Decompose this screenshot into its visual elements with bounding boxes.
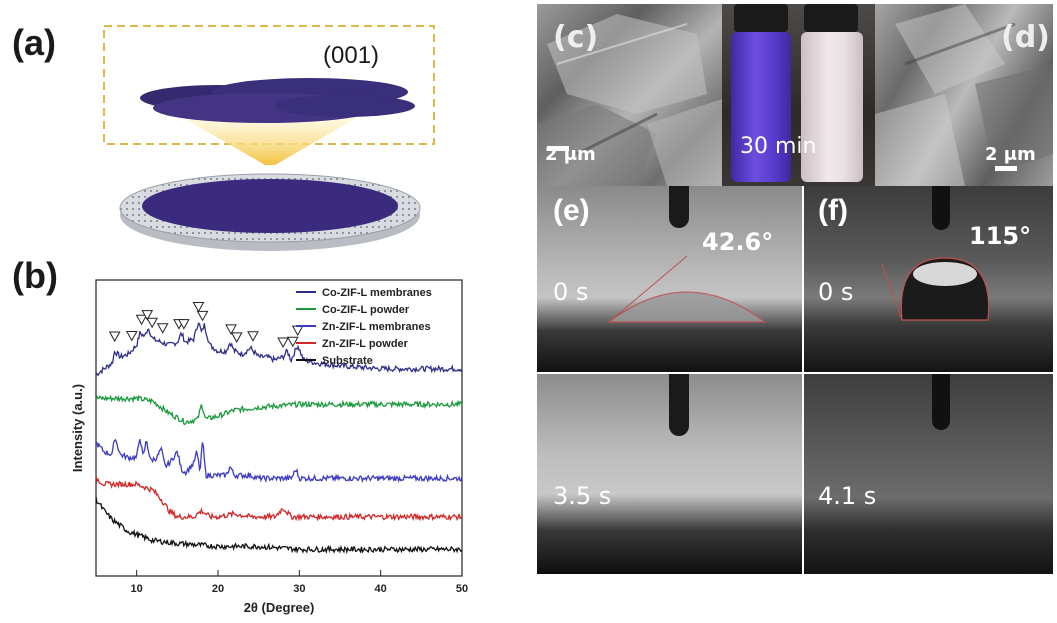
peak-marker: [230, 332, 243, 343]
contact-angle-e-top: (e) 42.6° 0 s: [537, 186, 802, 372]
legend-entry: Co-ZIF-L membranes: [322, 287, 432, 299]
vial-time-label: 30 min: [740, 134, 817, 159]
x-tick-label: 30: [293, 583, 305, 595]
peak-marker: [125, 330, 138, 342]
legend-entry: Substrate: [322, 355, 373, 367]
scale-bar-d: [995, 166, 1017, 171]
needle: [932, 186, 950, 230]
needle: [669, 186, 689, 228]
panel-label-e: (e): [553, 194, 590, 227]
vial-cap-right: [804, 4, 858, 32]
plane-label: (001): [323, 42, 380, 69]
contact-angle-value-f: 115°: [969, 222, 1032, 250]
needle: [932, 374, 950, 430]
legend-entry: Zn-ZIF-L powder: [322, 338, 409, 350]
peak-marker: [291, 325, 304, 337]
peak-marker: [192, 301, 205, 313]
series-line: [95, 394, 463, 426]
vial-right: [801, 32, 863, 182]
sem-image-d: (d) 2 μm: [875, 4, 1053, 186]
panel-label-c: (c): [553, 20, 599, 55]
peak-marker: [196, 310, 209, 322]
series-line: [95, 475, 463, 522]
y-axis-label: Intensity (a.u.): [70, 384, 85, 472]
time-label-f-bottom: 4.1 s: [818, 482, 877, 510]
time-label-e-top: 0 s: [553, 278, 589, 306]
series-line: [95, 496, 463, 555]
vial-photo: 30 min: [722, 4, 875, 186]
panel-label-b: (b): [12, 255, 58, 296]
time-label-f-top: 0 s: [818, 278, 854, 306]
platelet: [275, 95, 415, 117]
plot-frame: [95, 279, 463, 577]
xrd-chart: 10 20 30 40 50 2θ (Degree) Intensity (a.u.) Co-…: [70, 279, 468, 615]
peak-marker: [108, 331, 121, 343]
panel-label-a: (a): [12, 22, 56, 63]
x-tick-label: 50: [456, 583, 468, 595]
light-beam: [180, 116, 360, 165]
time-label-e-bottom: 3.5 s: [553, 482, 612, 510]
panel-label-f: (f): [818, 194, 848, 227]
x-tick-label: 40: [375, 583, 387, 595]
peak-marker: [156, 323, 169, 334]
membrane-schematic: [103, 25, 435, 251]
series-line: [95, 322, 463, 377]
peak-marker: [141, 310, 154, 321]
scale-bar-c: [547, 146, 569, 151]
x-axis-label: 2θ (Degree): [244, 600, 315, 615]
contact-angle-f-bottom: 4.1 s: [804, 374, 1053, 574]
series-line: [95, 438, 463, 484]
contact-angle-e-bottom: 3.5 s: [537, 374, 802, 574]
x-tick-label: 20: [212, 583, 224, 595]
contact-angle-value-e: 42.6°: [702, 228, 774, 256]
peak-marker: [277, 337, 289, 348]
vial-cap-left: [734, 4, 788, 32]
needle: [669, 374, 689, 436]
scale-bar-label-c: 2 μm: [545, 144, 596, 165]
vial-left: [731, 32, 791, 182]
peak-marker: [225, 324, 237, 335]
legend-entry: Co-ZIF-L powder: [322, 304, 410, 316]
scale-bar-label-d: 2 μm: [985, 144, 1036, 165]
peak-marker: [177, 319, 190, 330]
peak-marker: [146, 317, 158, 329]
peak-marker: [135, 314, 148, 326]
panel-label-d: (d): [1001, 20, 1050, 55]
peak-marker: [286, 336, 299, 348]
membrane-layer: [142, 179, 398, 233]
peak-marker: [247, 331, 259, 342]
sem-image-c: (c) 2 μm: [537, 4, 722, 186]
contact-angle-f-top: (f) 115° 0 s: [804, 186, 1053, 372]
x-tick-label: 10: [131, 583, 143, 595]
legend-entry: Zn-ZIF-L membranes: [322, 321, 431, 333]
